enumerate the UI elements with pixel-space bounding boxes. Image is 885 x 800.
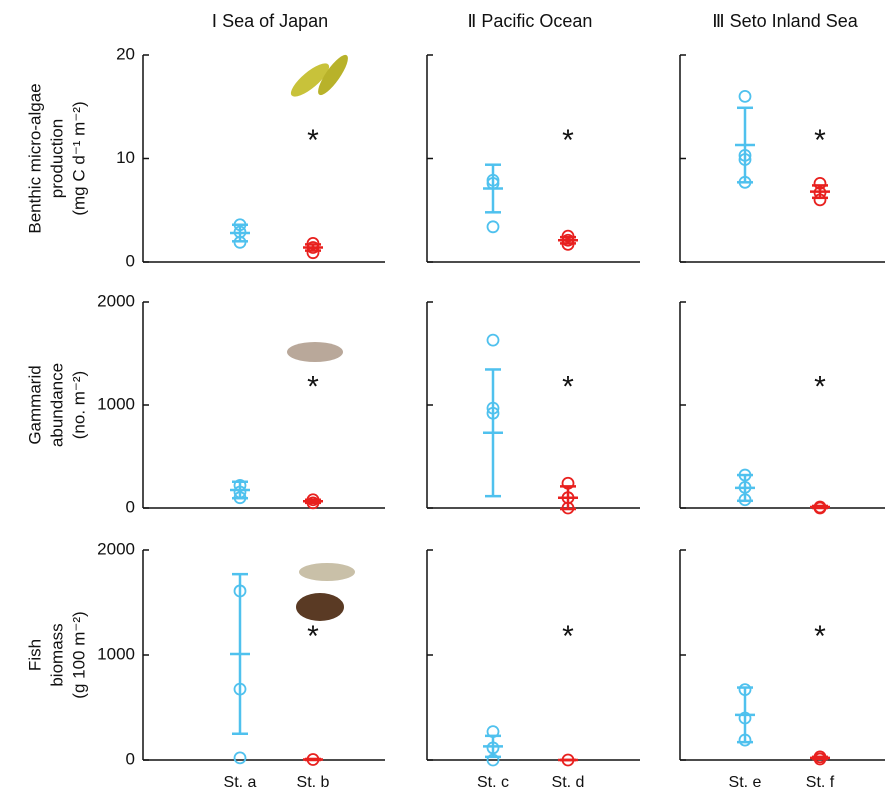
- flatfish-icon: [296, 593, 344, 621]
- y-axis-label: abundance: [47, 363, 66, 447]
- x-tick-label: St. e: [729, 774, 762, 791]
- fish-icon: [299, 563, 355, 581]
- y-axis-label: production: [47, 119, 66, 198]
- y-axis-label: Gammarid: [25, 365, 44, 444]
- annotation: *: [814, 620, 826, 653]
- data-point: [488, 335, 499, 346]
- x-tick-label: St. b: [297, 774, 330, 791]
- y-tick-label: 1000: [97, 644, 135, 663]
- annotation: *: [562, 620, 574, 653]
- x-tick-label: St. a: [224, 774, 257, 791]
- y-axis-label: Benthic micro-algae: [25, 83, 44, 233]
- column-title: Ⅰ Sea of Japan: [212, 11, 328, 31]
- annotation: *: [562, 370, 574, 403]
- y-tick-label: 1000: [97, 394, 135, 413]
- annotation: *: [814, 124, 826, 157]
- x-tick-label: St. c: [477, 774, 509, 791]
- y-axis-label: Fish: [25, 639, 44, 671]
- y-axis-label: biomass: [47, 623, 66, 686]
- x-tick-label: St. f: [806, 774, 835, 791]
- y-axis-label: (g 100 m⁻²): [69, 611, 88, 698]
- y-axis-label: (mg C d⁻¹ m⁻²): [69, 101, 88, 215]
- y-tick-label: 0: [126, 251, 135, 270]
- x-tick-label: St. d: [552, 774, 585, 791]
- column-title: Ⅱ Pacific Ocean: [468, 11, 593, 31]
- y-tick-label: 2000: [97, 539, 135, 558]
- annotation: *: [307, 370, 319, 403]
- data-point: [488, 221, 499, 232]
- y-tick-label: 0: [126, 497, 135, 516]
- annotation: *: [307, 620, 319, 653]
- annotation: *: [562, 124, 574, 157]
- y-tick-label: 0: [126, 749, 135, 768]
- data-point: [235, 752, 246, 763]
- chart: Ⅰ Sea of Japan St. a St. b Ⅱ Pacific Ocean S…: [0, 0, 885, 795]
- y-tick-label: 2000: [97, 291, 135, 310]
- annotation: *: [814, 370, 826, 403]
- gammarid-icon: [287, 342, 343, 362]
- y-tick-label: 10: [116, 148, 135, 167]
- column-title: Ⅲ Seto Inland Sea: [712, 11, 859, 31]
- decorations: [286, 51, 355, 621]
- annotation: *: [307, 124, 319, 157]
- y-tick-label: 20: [116, 44, 135, 63]
- data-point: [740, 91, 751, 102]
- y-axis-label: (no. m⁻²): [69, 371, 88, 439]
